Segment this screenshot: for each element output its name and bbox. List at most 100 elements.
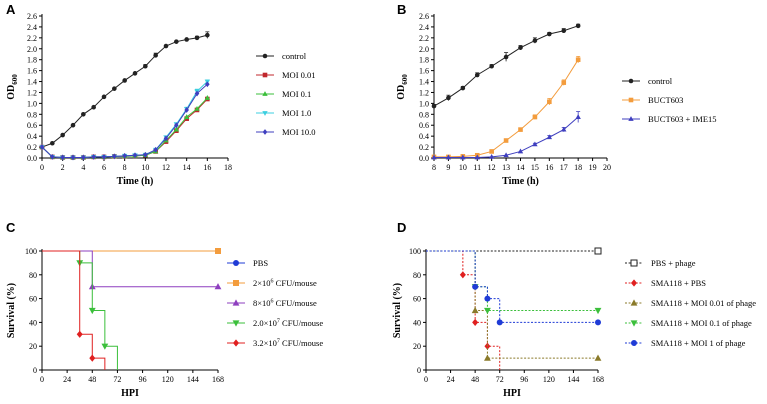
legend-label: SMA118 + MOI 0.01 of phage bbox=[651, 298, 756, 308]
legend-label-exponent: 7 bbox=[277, 319, 280, 325]
survival-step-line bbox=[42, 250, 218, 288]
x-tick-label: 6 bbox=[102, 163, 106, 172]
data-point bbox=[595, 319, 601, 326]
x-tick-label: 144 bbox=[567, 375, 579, 384]
data-point bbox=[101, 343, 109, 350]
data-point bbox=[143, 151, 148, 158]
legend-marker bbox=[630, 299, 638, 306]
x-tick-label: 0 bbox=[40, 375, 44, 384]
x-tick-label: 24 bbox=[447, 375, 455, 384]
legend-entry: 3.2×107 CFU/mouse bbox=[227, 338, 323, 348]
data-point bbox=[460, 85, 466, 91]
x-axis-title: HPI bbox=[503, 388, 521, 399]
panel-letter: B bbox=[397, 2, 406, 17]
legend-label: SMA118 + MOI 0.1 of phage bbox=[651, 318, 752, 328]
y-axis-title: Survival (%) bbox=[6, 283, 17, 338]
x-axis-title: Time (h) bbox=[117, 176, 154, 187]
data-point bbox=[561, 80, 567, 85]
data-point bbox=[503, 54, 509, 60]
data-point bbox=[575, 114, 581, 119]
data-point bbox=[474, 154, 480, 160]
y-tick-label: 1.6 bbox=[27, 67, 37, 76]
y-tick-label: 2.4 bbox=[419, 23, 429, 32]
data-point bbox=[459, 271, 466, 279]
data-point bbox=[101, 94, 107, 100]
x-tick-label: 144 bbox=[187, 375, 199, 384]
data-point bbox=[472, 318, 479, 326]
y-tick-label: 0.8 bbox=[419, 110, 429, 119]
y-tick-label: 20 bbox=[413, 342, 421, 351]
x-tick-label: 15 bbox=[531, 163, 539, 172]
series-line bbox=[434, 116, 579, 158]
data-point bbox=[214, 283, 222, 290]
data-point bbox=[122, 78, 127, 83]
legend-entry: control bbox=[622, 76, 673, 86]
data-point bbox=[518, 45, 523, 50]
data-point bbox=[205, 32, 210, 38]
y-tick-label: 0.6 bbox=[419, 121, 429, 130]
x-tick-label: 16 bbox=[203, 163, 211, 172]
x-tick-label: 18 bbox=[574, 163, 582, 172]
legend-entry: SMA118 + MOI 0.1 of phage bbox=[625, 318, 752, 328]
data-point bbox=[547, 99, 552, 105]
y-tick-label: 2.4 bbox=[27, 23, 37, 32]
data-point bbox=[496, 319, 503, 326]
panel-a: A 0 2 4 6 8 10 12 14 16 18 0.0 0.2 0.4 0.6 0.8 1.0 1.21.4… bbox=[6, 2, 316, 187]
x-tick-label: 10 bbox=[141, 163, 149, 172]
legend-marker bbox=[631, 340, 637, 346]
data-point bbox=[474, 72, 480, 78]
data-point bbox=[91, 104, 96, 110]
legend-label: PBS + phage bbox=[651, 258, 696, 268]
legend-label: control bbox=[648, 76, 673, 86]
panel-d: D 0 24 48 72 96 120 144 168 0 20 40 60 80 100 HPI Surviv… bbox=[392, 220, 756, 399]
data-point bbox=[112, 153, 117, 160]
data-point bbox=[50, 140, 55, 146]
legend-label: SMA118 + MOI 1 of phage bbox=[651, 338, 746, 348]
data-point bbox=[163, 135, 169, 142]
data-point bbox=[517, 148, 524, 154]
y-axis-title: OD600 bbox=[6, 74, 19, 100]
y-tick-label: 1.4 bbox=[419, 78, 429, 87]
legend-label: 3.2×107 CFU/mouse bbox=[253, 338, 323, 348]
data-point bbox=[431, 103, 437, 109]
y-tick-label: 2.2 bbox=[27, 34, 37, 43]
y-axis-title: OD600 bbox=[396, 74, 409, 100]
data-point bbox=[205, 81, 210, 88]
data-point bbox=[594, 354, 602, 361]
data-point bbox=[488, 154, 495, 159]
legend-marker bbox=[262, 91, 268, 96]
legend-marker bbox=[233, 260, 239, 266]
y-tick-label: 0.2 bbox=[27, 143, 37, 152]
data-point bbox=[460, 154, 466, 160]
data-point bbox=[81, 112, 86, 117]
legend-label-tail: CFU/mouse bbox=[280, 318, 323, 328]
legend-marker bbox=[631, 279, 637, 287]
legend-marker bbox=[628, 116, 634, 121]
legend-label: PBS bbox=[253, 258, 268, 268]
legend-marker bbox=[630, 320, 638, 327]
x-tick-label: 2 bbox=[61, 163, 65, 172]
legend-marker bbox=[233, 339, 239, 347]
panel-b: B 8 9 10 11 12 13 14 15 16 17 18 19 20 0.0 0.2 0.4 0.6 0.8… bbox=[396, 2, 717, 187]
legend-entry: MOI 1.0 bbox=[256, 108, 311, 118]
x-tick-label: 12 bbox=[162, 163, 170, 172]
data-point bbox=[194, 35, 200, 41]
legend-entry: MOI 10.0 bbox=[256, 127, 316, 137]
data-point bbox=[546, 134, 553, 140]
legend-entry: PBS bbox=[227, 258, 268, 268]
series-line bbox=[41, 34, 208, 148]
x-tick-label: 14 bbox=[517, 163, 525, 172]
legend-entry: 2.0×107 CFU/mouse bbox=[227, 318, 323, 328]
y-tick-label: 2.6 bbox=[419, 12, 429, 21]
legend-entry: PBS + phage bbox=[625, 258, 696, 268]
y-tick-label: 20 bbox=[29, 342, 37, 351]
data-point bbox=[503, 138, 509, 143]
y-tick-label: 2.0 bbox=[27, 45, 37, 54]
panel-letter: D bbox=[397, 220, 406, 235]
y-axis-title-sub: 600 bbox=[401, 74, 409, 85]
data-point bbox=[561, 28, 567, 34]
data-point bbox=[561, 126, 567, 132]
legend-label: 8×106 CFU/mouse bbox=[253, 298, 317, 308]
series-3 bbox=[39, 95, 211, 160]
x-tick-label: 96 bbox=[520, 375, 528, 384]
